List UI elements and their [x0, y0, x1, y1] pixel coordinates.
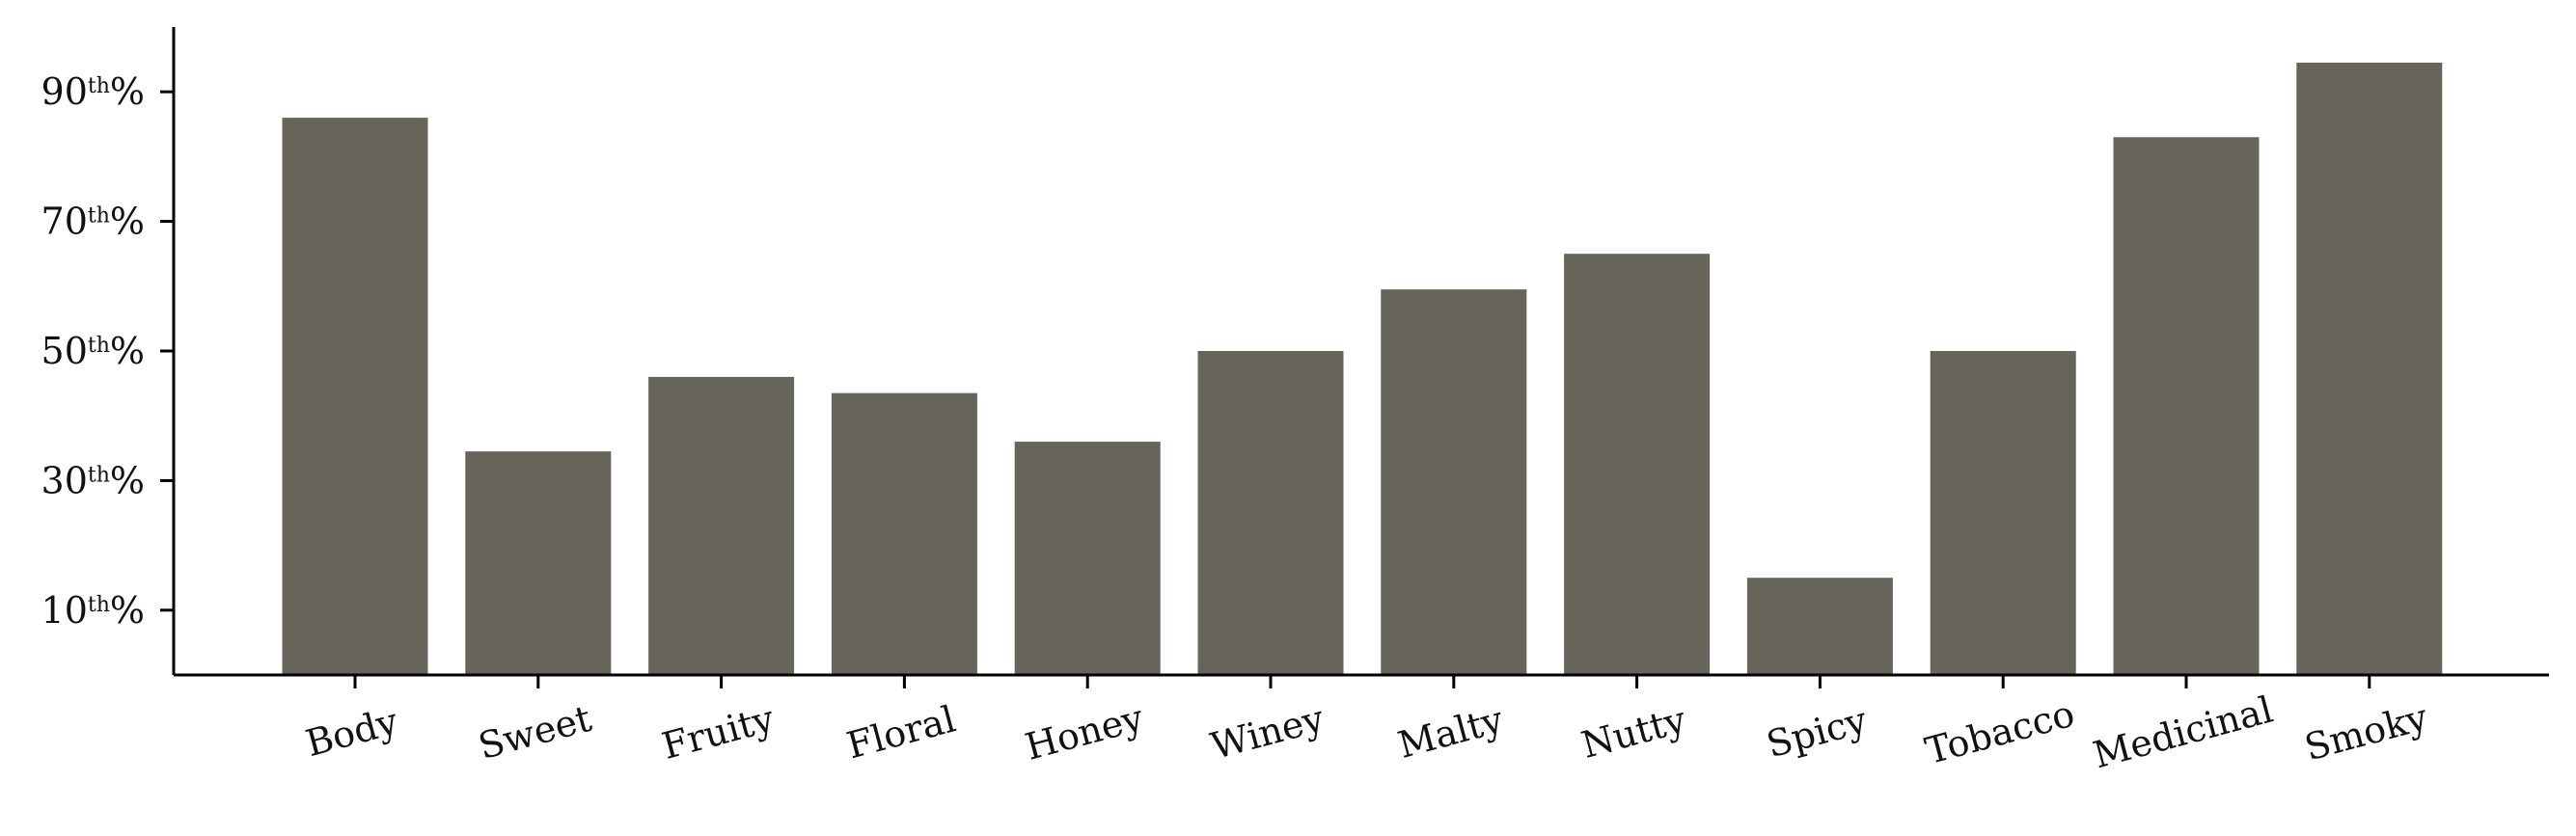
y-tick-unit: % — [110, 201, 145, 243]
y-tick-ordinal-suffix: th — [88, 74, 110, 98]
y-tick-label: 10th% — [41, 589, 145, 632]
x-tick-label: Sweet — [474, 697, 595, 768]
x-tick-label: Medicinal — [2089, 688, 2277, 777]
bar-malty — [1381, 289, 1527, 675]
y-tick-unit: % — [110, 70, 145, 113]
y-tick-label: 90th% — [41, 70, 145, 113]
x-tick-label: Floral — [842, 697, 960, 767]
bar-nutty — [1564, 254, 1711, 675]
x-tick-label: Winey — [1206, 697, 1329, 768]
bar-spicy — [1746, 578, 1893, 675]
y-tick-number: 50 — [41, 330, 88, 372]
x-tick-label: Spicy — [1763, 698, 1873, 766]
x-tick-label: Malty — [1393, 698, 1508, 767]
y-ticks-group: 10th%30th%50th%70th%90th% — [41, 70, 174, 632]
x-tick-label: Nutty — [1577, 698, 1691, 767]
y-tick-unit: % — [110, 589, 145, 632]
bar-tobacco — [1930, 351, 2076, 675]
y-tick-ordinal-suffix: th — [88, 204, 110, 229]
bar-floral — [831, 392, 977, 675]
bar-winey — [1197, 351, 1344, 675]
bar-smoky — [2296, 62, 2443, 675]
y-tick-number: 90 — [41, 70, 88, 113]
bar-medicinal — [2113, 137, 2260, 676]
y-tick-unit: % — [110, 330, 145, 372]
y-tick-ordinal-suffix: th — [88, 463, 110, 487]
bar-honey — [1014, 442, 1161, 675]
x-tick-label: Tobacco — [1921, 692, 2079, 772]
y-tick-number: 30 — [41, 459, 88, 501]
x-tick-label: Body — [301, 700, 402, 766]
y-tick-unit: % — [110, 459, 145, 501]
y-tick-number: 70 — [41, 201, 88, 243]
y-tick-label: 30th% — [41, 459, 145, 501]
bar-sweet — [465, 451, 612, 675]
y-tick-ordinal-suffix: th — [88, 593, 110, 617]
y-tick-number: 10 — [41, 589, 88, 632]
y-tick-label: 50th% — [41, 330, 145, 372]
bar-body — [282, 118, 428, 675]
y-tick-ordinal-suffix: th — [88, 334, 110, 358]
x-tick-label: Fruity — [658, 697, 780, 768]
y-tick-label: 70th% — [41, 201, 145, 243]
x-ticks-group: Body Sweet Fruity Floral Honey Winey Malty Nutt… — [301, 675, 2432, 776]
bar-fruity — [648, 376, 795, 675]
x-tick-label: Smoky — [2300, 695, 2432, 769]
x-tick-label: Honey — [1021, 696, 1148, 769]
bars-group — [282, 62, 2443, 676]
